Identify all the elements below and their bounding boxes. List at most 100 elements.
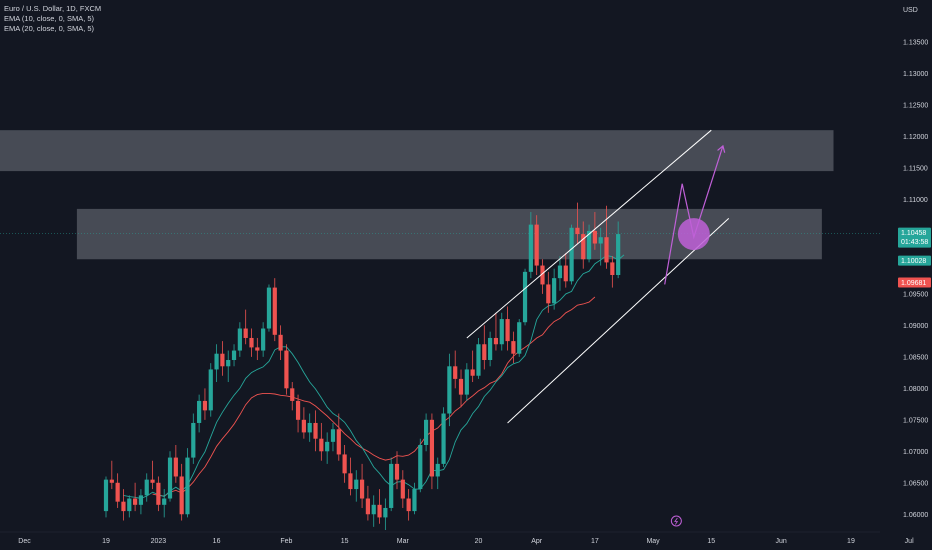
x-tick-label: Dec [18,538,31,545]
candle-body [598,237,603,244]
candle [365,485,370,521]
candle-body [511,341,516,354]
candle [581,221,586,269]
lightning-icon [674,517,679,525]
candle-body [528,224,533,272]
x-tick-label: 2023 [151,538,167,545]
candle [424,413,429,452]
candle [295,394,301,433]
candle [284,344,289,395]
candle-body [563,265,568,282]
y-tick-label: 1.09500 [903,291,928,298]
upper-resistance-zone [0,130,834,172]
candle [330,422,336,452]
candle-body [115,482,120,502]
candle [470,350,475,383]
candle-body [319,438,324,452]
candle [307,413,312,442]
candle [488,331,493,367]
candle [412,482,417,515]
candle-body [243,328,248,338]
candle [278,325,283,360]
candle-body [453,366,458,379]
candle-body [185,457,190,515]
candle [115,473,120,508]
candle-body [330,429,336,442]
candle-body [418,445,423,490]
candle-body [261,328,266,351]
candle [429,413,435,490]
candle [505,306,510,351]
candle-body [278,334,283,351]
candle [266,284,272,332]
x-tick-label: Jun [775,538,786,545]
price-label-ema20-text: 1.09681 [901,280,926,287]
candle [447,353,452,427]
candle [476,337,481,379]
candle [185,448,190,518]
candle-body [476,344,481,376]
price-label-ema20 [898,277,931,288]
candle-body [586,230,592,260]
ema10-line [123,254,625,499]
candle-body [354,479,359,490]
candle [173,445,178,483]
candle-body [552,278,557,304]
x-tick-label: Feb [280,538,292,545]
candle [313,410,318,452]
candle [464,363,469,401]
candle [272,278,277,342]
candle [237,322,242,357]
candle-body [220,353,225,367]
candle [569,224,574,285]
x-tick-label: 15 [707,538,715,545]
candle [156,476,161,512]
candle-body [557,265,563,279]
candle-body [156,482,161,505]
candle-body [150,479,155,483]
candle-body [342,454,347,474]
candle-body [505,319,510,342]
candle-body [435,463,440,477]
candle-body [610,262,615,275]
candle [191,413,196,464]
y-tick-label: 1.13000 [903,71,928,78]
candle [249,328,254,357]
target-circle [677,218,710,251]
candle [400,470,405,508]
candle [103,476,109,518]
y-tick-label: 1.06000 [903,512,928,519]
y-tick-label: 1.06500 [903,480,928,487]
candle [255,337,260,360]
candle-body [383,507,388,518]
candle-body [534,224,539,266]
candle-body [290,388,295,401]
candle-body [249,337,254,348]
candle [290,382,295,411]
candle-body [581,234,586,260]
candle [528,212,533,279]
candle-body [616,234,621,275]
candle [499,312,504,351]
candle [557,256,563,291]
candles-group [103,202,621,530]
candle [109,460,114,490]
candle-body [295,400,301,420]
y-tick-label: 1.07000 [903,449,928,456]
candle [121,489,126,521]
candle [511,331,516,364]
candle-body [499,319,504,345]
candle [202,388,208,420]
candle-body [400,479,405,499]
x-tick-label: 16 [213,538,221,545]
candle-body [458,378,464,395]
candle [336,413,341,461]
candle-body [325,441,330,452]
candle [359,463,365,508]
candle [604,205,609,269]
candle-body [470,369,475,376]
candle-body [406,498,411,512]
ema20-line [152,296,596,497]
price-label-countdown: 01:43:58 [901,239,928,246]
